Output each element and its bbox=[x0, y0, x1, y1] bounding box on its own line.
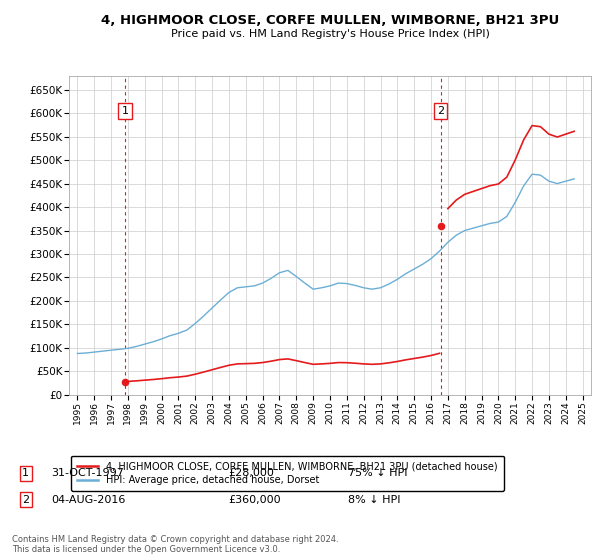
Text: 2: 2 bbox=[437, 106, 445, 116]
Text: 04-AUG-2016: 04-AUG-2016 bbox=[51, 494, 125, 505]
Text: 75% ↓ HPI: 75% ↓ HPI bbox=[348, 468, 407, 478]
Text: £28,000: £28,000 bbox=[228, 468, 274, 478]
Text: Contains HM Land Registry data © Crown copyright and database right 2024.
This d: Contains HM Land Registry data © Crown c… bbox=[12, 535, 338, 554]
Text: 8% ↓ HPI: 8% ↓ HPI bbox=[348, 494, 401, 505]
Text: 4, HIGHMOOR CLOSE, CORFE MULLEN, WIMBORNE, BH21 3PU: 4, HIGHMOOR CLOSE, CORFE MULLEN, WIMBORN… bbox=[101, 14, 559, 27]
Text: Price paid vs. HM Land Registry's House Price Index (HPI): Price paid vs. HM Land Registry's House … bbox=[170, 29, 490, 39]
Text: 2: 2 bbox=[22, 494, 29, 505]
Text: 1: 1 bbox=[122, 106, 128, 116]
Text: £360,000: £360,000 bbox=[228, 494, 281, 505]
Text: 31-OCT-1997: 31-OCT-1997 bbox=[51, 468, 124, 478]
Point bbox=[436, 221, 446, 230]
Text: 1: 1 bbox=[22, 468, 29, 478]
Legend: 4, HIGHMOOR CLOSE, CORFE MULLEN, WIMBORNE, BH21 3PU (detached house), HPI: Avera: 4, HIGHMOOR CLOSE, CORFE MULLEN, WIMBORN… bbox=[71, 455, 504, 491]
Point bbox=[120, 377, 130, 386]
